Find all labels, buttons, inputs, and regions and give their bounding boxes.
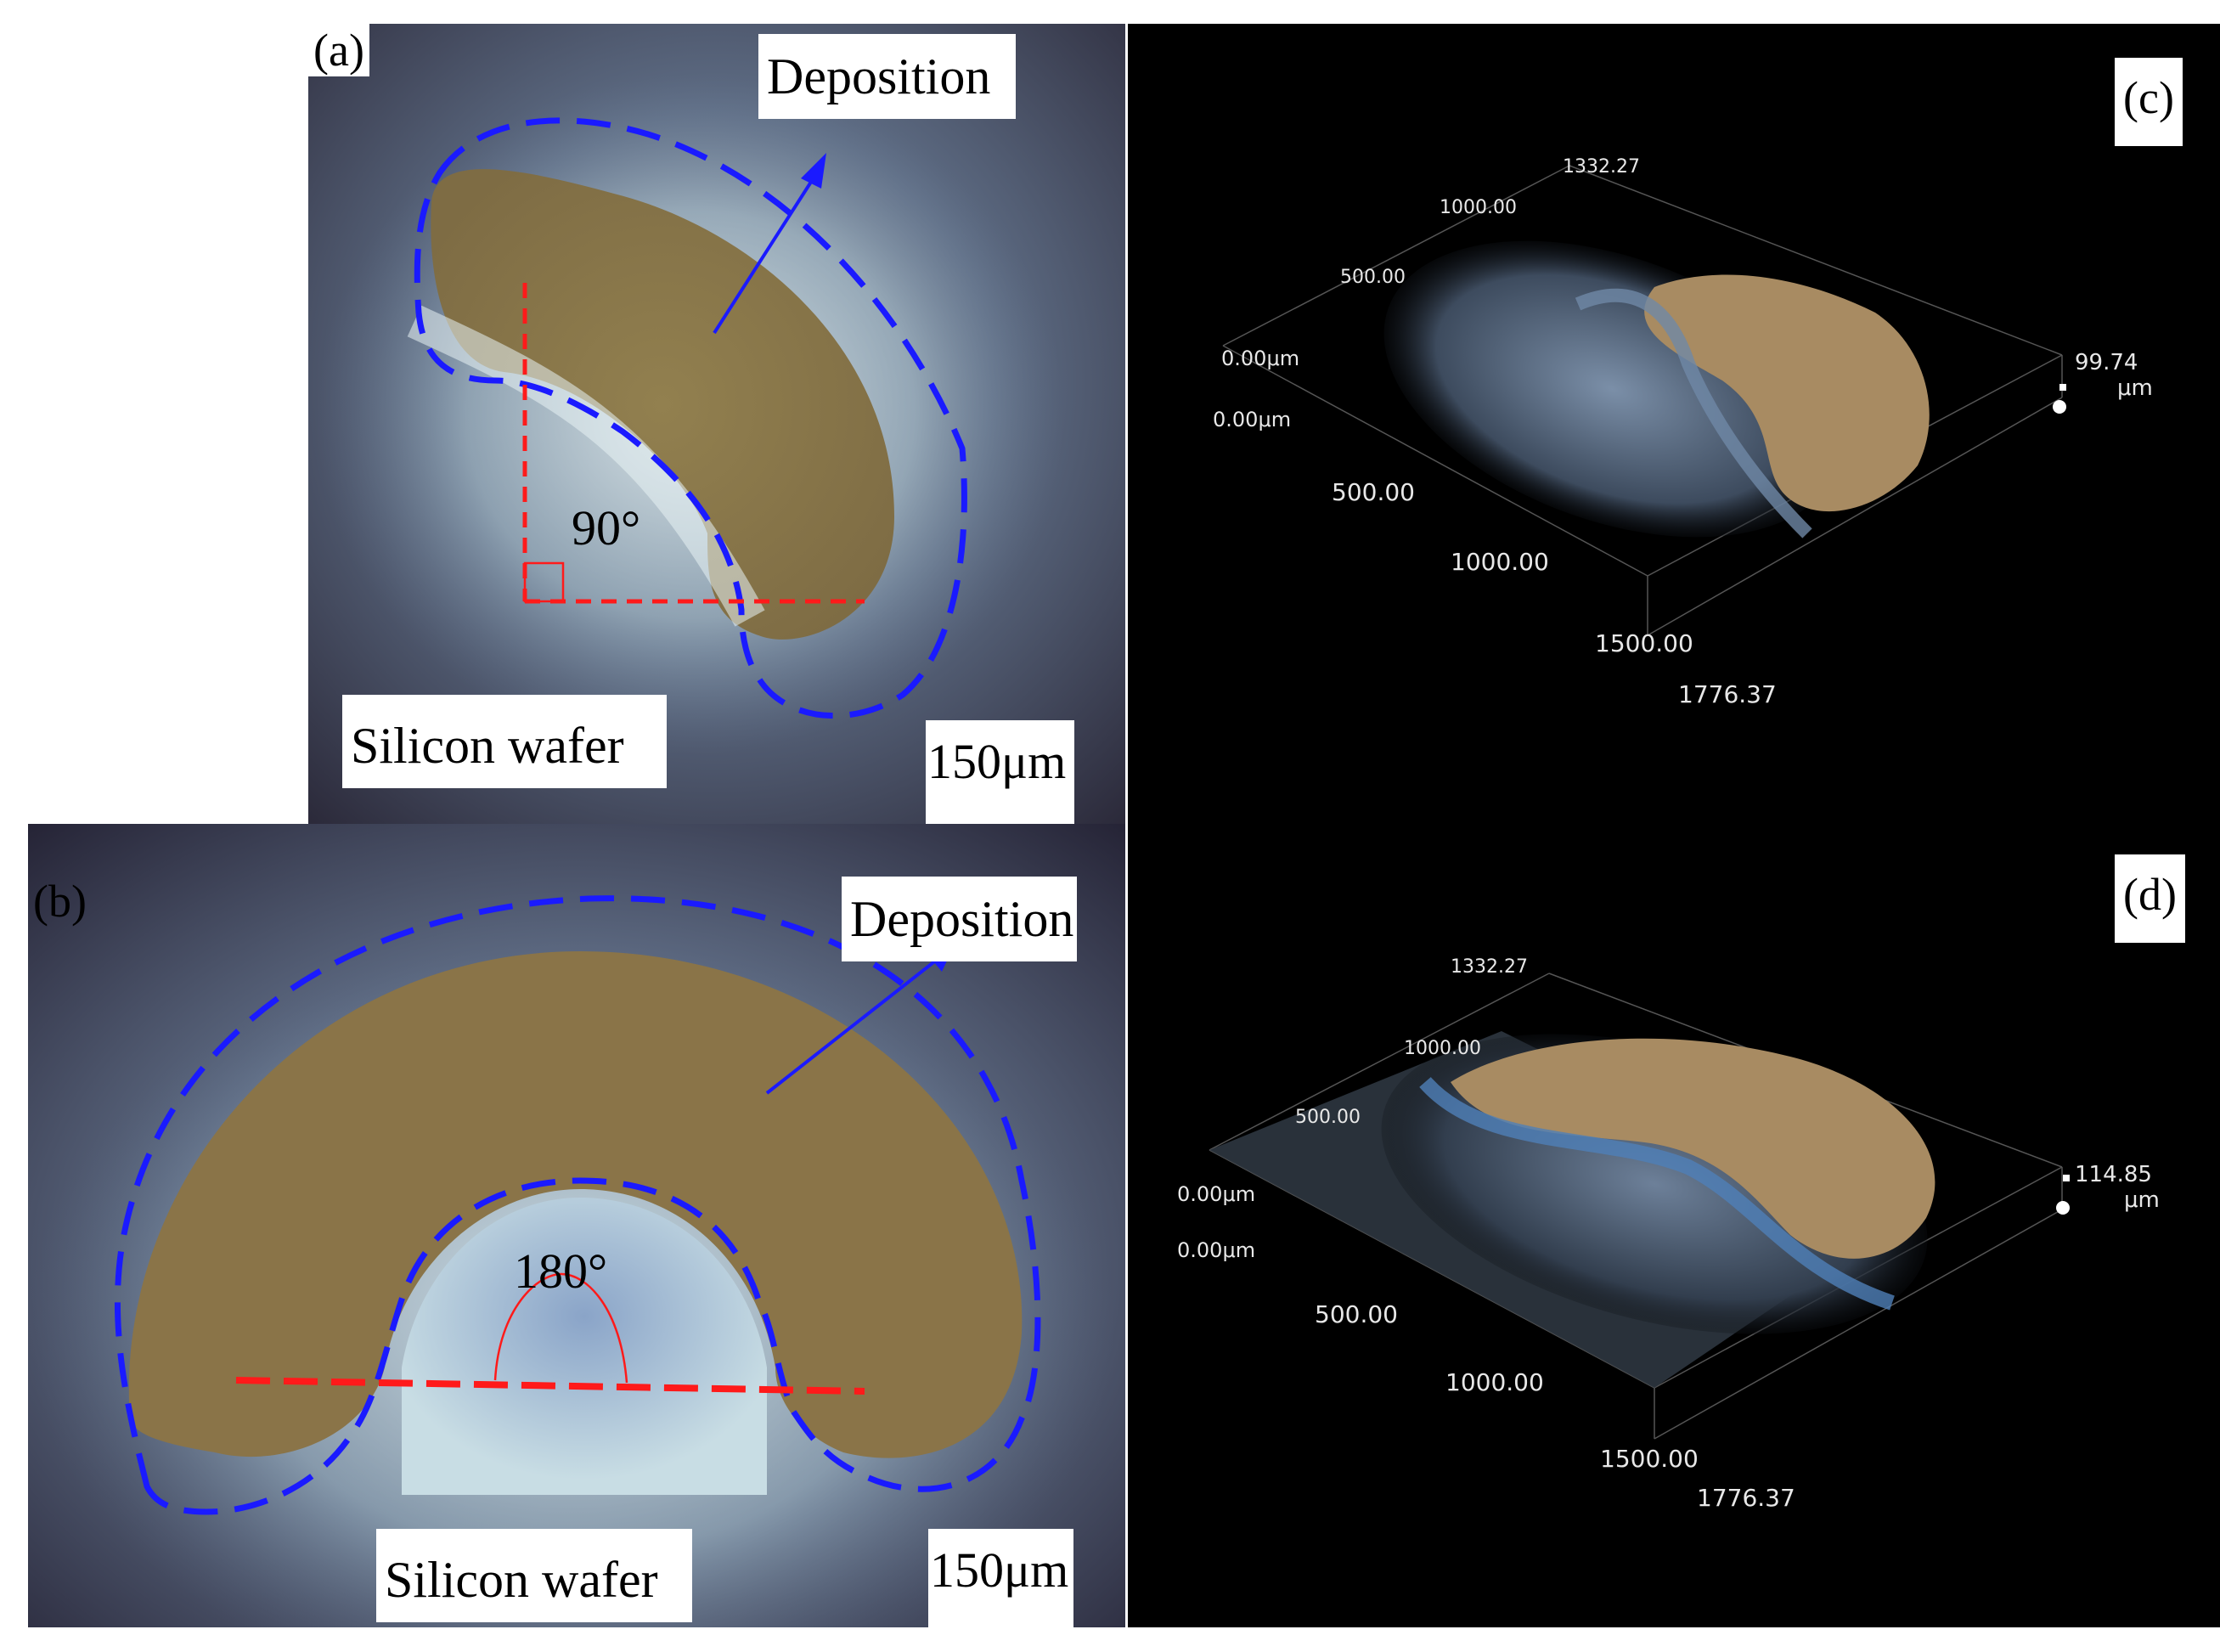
panel-b-deposition-label: Deposition [842, 877, 1078, 961]
tick-front-1: 500.00 [1332, 478, 1415, 506]
tick-front-4: 1776.37 [1697, 1484, 1795, 1512]
panel-d-deposit [1451, 1038, 1935, 1259]
panel-d-plot [1209, 973, 2070, 1440]
panel-b-label: (b) [33, 876, 87, 927]
panel-c-label: (c) [2115, 58, 2183, 146]
tick-front-2: 1000.00 [1445, 1368, 1544, 1396]
panel-b-scale-label: 150μm [928, 1529, 1074, 1627]
tick-back-3: 500.00 [1340, 267, 1406, 288]
height-max-value: 99.74 [2075, 350, 2138, 375]
panel-c-plot [1222, 165, 2066, 636]
height-marker-dot [2056, 1201, 2070, 1215]
panel-a-image [308, 24, 1125, 824]
height-marker-dot [2053, 400, 2066, 414]
deposition-outline [414, 117, 967, 719]
panel-a-scale-label: 150μm [926, 720, 1075, 824]
tick-back-2: 1000.00 [1440, 197, 1517, 218]
panel-a-label: (a) [308, 24, 369, 76]
tick-front-1: 500.00 [1315, 1300, 1398, 1328]
right-angle-marker [523, 561, 565, 603]
panel-b-angle-label: 180° [514, 1243, 608, 1299]
deposition-outline [114, 895, 1041, 1515]
origin-top: 0.00μm [1221, 347, 1300, 370]
panel-c-deposit [1644, 274, 1930, 512]
panel-b-image [28, 824, 1125, 1627]
panel-a-substrate-label: Silicon wafer [342, 695, 667, 788]
panel-d-3d-profile: (d) 1332.27 1000.00 500.00 0.00μm 0.00μm… [1128, 827, 2220, 1627]
height-unit: μm [2117, 375, 2153, 401]
tick-front-3: 1500.00 [1600, 1445, 1699, 1473]
origin-bottom: 0.00μm [1213, 408, 1292, 431]
tick-front-4: 1776.37 [1678, 680, 1777, 708]
height-marker-square [2059, 384, 2066, 391]
deposition-arrowhead [801, 153, 826, 189]
tick-front-2: 1000.00 [1451, 548, 1549, 576]
deposition-arrow [713, 178, 814, 335]
angle-arc [493, 1272, 628, 1384]
origin-top: 0.00μm [1177, 1182, 1256, 1206]
panel-d-label: (d) [2115, 854, 2185, 943]
height-marker-square [2063, 1175, 2070, 1181]
angle-line-horizontal [235, 1377, 865, 1395]
panel-b-substrate-label: Silicon wafer [376, 1529, 692, 1622]
tick-back-1: 1332.27 [1563, 156, 1640, 178]
tick-back-2: 1000.00 [1404, 1038, 1481, 1059]
origin-bottom: 0.00μm [1177, 1238, 1256, 1262]
panel-a-micrograph: (a) Deposition 90° Silicon wafer 150μm [308, 24, 1125, 824]
panel-c-3d-profile: (c) 1332.27 1000.00 500.00 0.00μm 0.00μm… [1128, 24, 2220, 827]
tick-front-3: 1500.00 [1595, 629, 1693, 657]
deposition-arrow [765, 958, 938, 1095]
panel-b-micrograph: (b) Deposition 180° Silicon wafer 150μm [28, 824, 1125, 1627]
height-unit: μm [2124, 1187, 2160, 1213]
panel-a-angle-label: 90° [572, 500, 641, 555]
tick-back-3: 500.00 [1295, 1107, 1361, 1128]
height-max-value: 114.85 [2075, 1162, 2152, 1187]
panel-a-deposition-label: Deposition [758, 34, 1017, 119]
tick-back-1: 1332.27 [1451, 956, 1528, 978]
